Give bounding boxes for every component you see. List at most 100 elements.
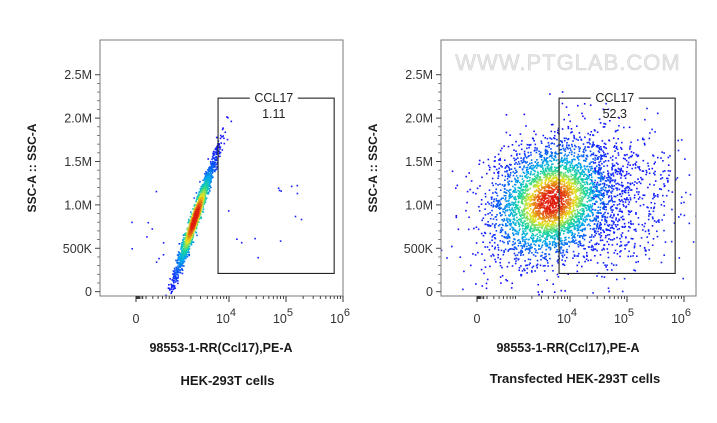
event-dot xyxy=(487,213,489,215)
event-dot xyxy=(507,243,509,245)
event-dot xyxy=(573,226,576,229)
event-dot xyxy=(169,289,171,291)
event-dot xyxy=(546,226,548,228)
event-dot xyxy=(607,152,609,155)
event-dot xyxy=(560,222,563,224)
event-dot xyxy=(629,164,631,166)
event-dot xyxy=(572,225,574,227)
event-dot xyxy=(524,269,526,272)
event-dot xyxy=(653,207,655,210)
event-dot xyxy=(560,252,562,254)
event-dot xyxy=(688,174,691,176)
event-dot xyxy=(581,244,583,247)
event-dot xyxy=(210,175,213,177)
event-dot xyxy=(638,181,641,183)
event-dot xyxy=(541,244,544,246)
event-dot xyxy=(591,205,594,207)
event-dot xyxy=(528,252,530,254)
event-dot xyxy=(624,191,627,194)
event-dot xyxy=(506,189,508,192)
event-dot xyxy=(595,218,598,221)
event-dot xyxy=(596,275,598,277)
event-dot xyxy=(193,204,196,206)
event-dot xyxy=(633,269,635,271)
event-dot xyxy=(540,239,542,241)
event-dot xyxy=(617,213,619,216)
event-dot xyxy=(566,146,569,149)
event-dot xyxy=(559,140,562,142)
event-dot xyxy=(589,193,591,196)
event-dot xyxy=(600,202,603,204)
event-dot xyxy=(596,242,598,244)
event-dot xyxy=(519,191,521,193)
event-dot xyxy=(218,150,220,152)
event-dot xyxy=(211,158,213,161)
event-dot xyxy=(594,187,597,190)
event-dot xyxy=(236,238,238,240)
event-dot xyxy=(451,245,453,248)
event-dot xyxy=(632,255,634,257)
event-dot xyxy=(619,171,621,173)
event-dot xyxy=(548,146,550,149)
event-dot xyxy=(574,164,577,167)
event-dot xyxy=(523,152,526,155)
event-dot xyxy=(610,206,613,208)
event-dot xyxy=(190,239,193,242)
event-dot xyxy=(588,183,591,185)
event-dot xyxy=(618,203,621,205)
event-dot xyxy=(527,172,530,175)
event-dot xyxy=(617,152,620,154)
event-dot xyxy=(211,172,213,174)
event-dot xyxy=(633,197,636,199)
event-dot xyxy=(504,184,506,187)
event-dot xyxy=(627,221,630,224)
event-dot xyxy=(524,155,527,158)
event-dot xyxy=(513,190,516,192)
event-dot xyxy=(499,240,502,242)
event-dot xyxy=(619,251,621,253)
x-tick-exponent: 4 xyxy=(230,307,236,319)
event-dot xyxy=(526,222,528,225)
event-dot xyxy=(549,93,551,95)
event-dot xyxy=(198,193,200,196)
event-dot xyxy=(583,187,585,190)
event-dot xyxy=(595,217,597,220)
event-dot xyxy=(702,225,704,227)
event-dot xyxy=(531,162,533,164)
event-dot xyxy=(581,200,584,202)
event-dot xyxy=(607,174,610,177)
event-dot xyxy=(521,175,523,178)
event-dot xyxy=(582,223,584,225)
event-dot xyxy=(209,171,212,174)
event-dot xyxy=(524,249,527,251)
event-dot xyxy=(527,155,529,158)
event-dot xyxy=(512,191,514,193)
event-dot xyxy=(576,169,578,172)
event-dot xyxy=(538,150,540,153)
event-dot xyxy=(155,190,158,193)
event-dot xyxy=(507,250,509,252)
event-dot xyxy=(529,226,532,229)
event-dot xyxy=(518,193,521,196)
event-dot xyxy=(188,218,190,221)
event-dot xyxy=(591,203,594,205)
event-dot xyxy=(544,233,546,235)
event-dot xyxy=(498,200,501,202)
event-dot xyxy=(605,203,608,206)
event-dot xyxy=(577,206,579,208)
event-dot xyxy=(519,214,522,217)
event-dot xyxy=(196,208,199,211)
event-dot xyxy=(635,153,638,156)
event-dot xyxy=(583,165,586,168)
event-dot xyxy=(504,212,506,214)
event-dot xyxy=(565,236,567,239)
event-dot xyxy=(481,253,483,255)
event-dot xyxy=(215,149,218,151)
event-dot xyxy=(518,225,520,228)
event-dot xyxy=(578,172,581,174)
event-dot xyxy=(198,197,200,200)
event-dot xyxy=(539,230,542,232)
event-dot xyxy=(478,205,480,208)
event-dot xyxy=(589,150,592,153)
event-dot xyxy=(500,214,502,217)
